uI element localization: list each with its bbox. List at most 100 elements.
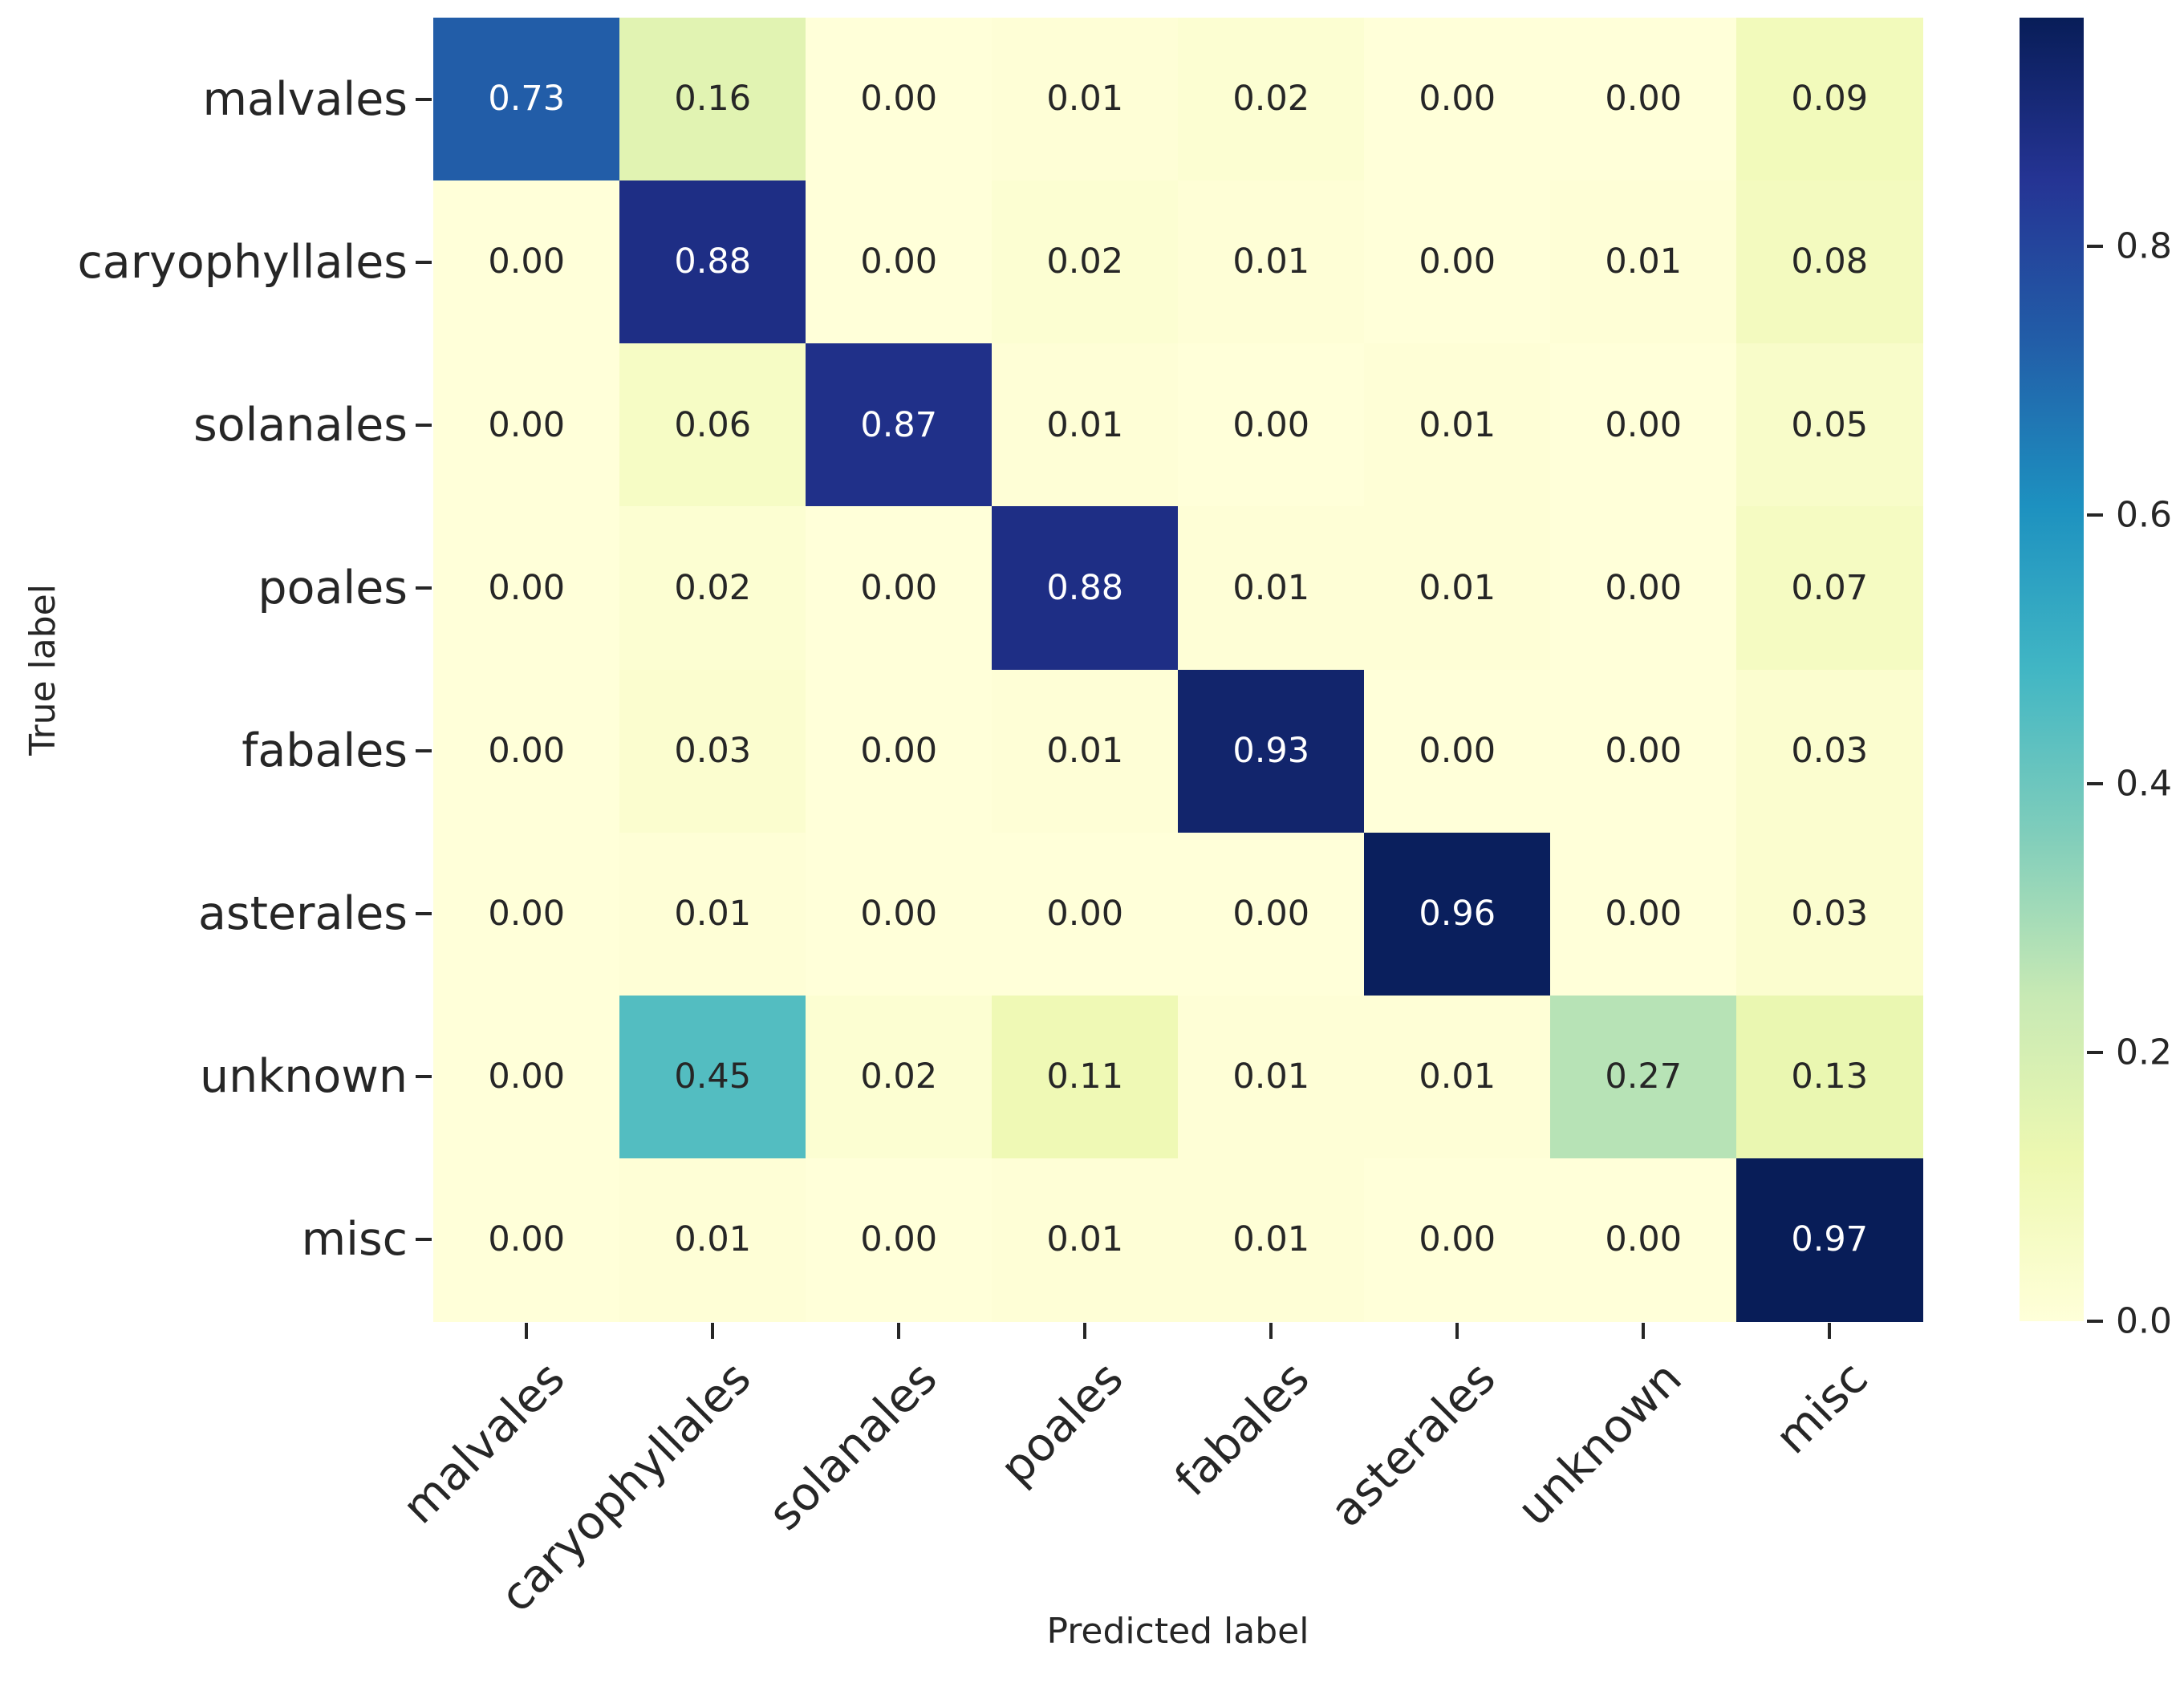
heatmap-cell: 0.00 — [1364, 669, 1551, 833]
heatmap-cell: 0.11 — [992, 995, 1179, 1159]
heatmap-cell: 0.01 — [1178, 1158, 1365, 1322]
heatmap-cell: 0.03 — [619, 669, 806, 833]
cell-value: 0.88 — [1046, 567, 1124, 608]
cell-value: 0.01 — [1046, 730, 1124, 771]
y-tick-mark — [416, 586, 432, 590]
heatmap-cell: 0.02 — [619, 506, 806, 670]
x-axis-title: Predicted label — [1046, 1611, 1309, 1652]
heatmap-cell: 0.97 — [1736, 1158, 1923, 1322]
y-tick-mark — [416, 97, 432, 101]
y-tick-label: solanales — [193, 398, 408, 452]
x-tick-mark — [1642, 1323, 1645, 1339]
heatmap-cell: 0.00 — [433, 1158, 620, 1322]
heatmap-cell: 0.01 — [1178, 506, 1365, 670]
x-tick-mark — [1269, 1323, 1273, 1339]
heatmap-cell: 0.73 — [433, 18, 620, 181]
heatmap-cell: 0.08 — [1736, 180, 1923, 344]
cell-value: 0.00 — [1232, 404, 1310, 445]
cell-value: 0.13 — [1791, 1056, 1869, 1097]
y-tick-mark — [416, 1075, 432, 1079]
cell-value: 0.11 — [1046, 1056, 1124, 1097]
colorbar-tick-label: 0.2 — [2116, 1032, 2172, 1073]
colorbar-tick-mark — [2087, 244, 2103, 248]
cell-value: 0.00 — [1419, 79, 1496, 120]
y-tick-label: unknown — [199, 1050, 408, 1104]
heatmap-cell: 0.16 — [619, 18, 806, 181]
cell-value: 0.00 — [1605, 1219, 1683, 1260]
heatmap-cell: 0.00 — [1550, 343, 1737, 507]
heatmap-cell: 0.00 — [806, 1158, 993, 1322]
heatmap-cell: 0.05 — [1736, 343, 1923, 507]
cell-value: 0.00 — [1605, 893, 1683, 934]
cell-value: 0.00 — [488, 567, 566, 608]
cell-value: 0.96 — [1419, 893, 1496, 934]
x-tick-mark — [525, 1323, 528, 1339]
x-tick-mark — [1083, 1323, 1086, 1339]
cell-value: 0.01 — [1046, 1219, 1124, 1260]
heatmap-cell: 0.00 — [1364, 18, 1551, 181]
cell-value: 0.01 — [1419, 1056, 1496, 1097]
heatmap-cell: 0.01 — [619, 1158, 806, 1322]
cell-value: 0.09 — [1791, 79, 1869, 120]
colorbar — [2020, 18, 2084, 1321]
heatmap-cell: 0.00 — [806, 180, 993, 344]
x-tick-label: poales — [990, 1352, 1134, 1495]
cell-value: 0.08 — [1791, 241, 1869, 282]
y-axis-title: True label — [22, 583, 63, 756]
cell-value: 0.02 — [1046, 241, 1124, 282]
colorbar-tick-label: 0.6 — [2116, 494, 2172, 536]
cell-value: 0.01 — [1232, 241, 1310, 282]
heatmap-cell: 0.27 — [1550, 995, 1737, 1159]
y-tick-label: fabales — [242, 724, 408, 778]
cell-value: 0.00 — [1605, 404, 1683, 445]
heatmap-cell: 0.00 — [1550, 1158, 1737, 1322]
y-tick-label: malvales — [202, 72, 408, 126]
cell-value: 0.01 — [1605, 241, 1683, 282]
cell-value: 0.00 — [488, 893, 566, 934]
cell-value: 0.01 — [1232, 567, 1310, 608]
colorbar-tick-mark — [2087, 513, 2103, 517]
cell-value: 0.00 — [1046, 893, 1124, 934]
heatmap-cell: 0.01 — [619, 832, 806, 996]
heatmap-cell: 0.09 — [1736, 18, 1923, 181]
cell-value: 0.00 — [1605, 567, 1683, 608]
heatmap-cell: 0.06 — [619, 343, 806, 507]
cell-value: 0.01 — [1232, 1219, 1310, 1260]
heatmap-cell: 0.07 — [1736, 506, 1923, 670]
heatmap-cell: 0.00 — [806, 669, 993, 833]
heatmap-cell: 0.01 — [992, 669, 1179, 833]
cell-value: 0.00 — [860, 730, 938, 771]
heatmap-cell: 0.00 — [433, 669, 620, 833]
cell-value: 0.03 — [1791, 893, 1869, 934]
cell-value: 0.03 — [674, 730, 752, 771]
x-tick-label: misc — [1765, 1352, 1878, 1465]
x-tick-label: unknown — [1507, 1352, 1692, 1536]
heatmap-cell: 0.88 — [619, 180, 806, 344]
colorbar-tick-mark — [2087, 781, 2103, 785]
heatmap-cell: 0.02 — [992, 180, 1179, 344]
cell-value: 0.87 — [860, 404, 938, 445]
cell-value: 0.00 — [860, 241, 938, 282]
heatmap-cell: 0.00 — [433, 180, 620, 344]
heatmap-cell: 0.88 — [992, 506, 1179, 670]
heatmap-cell: 0.45 — [619, 995, 806, 1159]
cell-value: 0.00 — [860, 893, 938, 934]
x-tick-label: malvales — [392, 1352, 575, 1535]
cell-value: 0.73 — [488, 79, 566, 120]
cell-value: 0.88 — [674, 241, 752, 282]
cell-value: 0.07 — [1791, 567, 1869, 608]
heatmap-cell: 0.00 — [433, 995, 620, 1159]
colorbar-tick-label: 0.8 — [2116, 225, 2172, 267]
y-tick-label: poales — [258, 561, 408, 614]
x-tick-mark — [711, 1323, 714, 1339]
cell-value: 0.00 — [1232, 893, 1310, 934]
cell-value: 0.00 — [488, 404, 566, 445]
y-tick-label: caryophyllales — [77, 235, 408, 289]
heatmap-cell: 0.00 — [992, 832, 1179, 996]
x-tick-mark — [1828, 1323, 1831, 1339]
heatmap-cell: 0.01 — [1550, 180, 1737, 344]
cell-value: 0.00 — [1605, 79, 1683, 120]
heatmap-cell: 0.00 — [1364, 180, 1551, 344]
heatmap-cell: 0.00 — [806, 18, 993, 181]
cell-value: 0.00 — [860, 79, 938, 120]
